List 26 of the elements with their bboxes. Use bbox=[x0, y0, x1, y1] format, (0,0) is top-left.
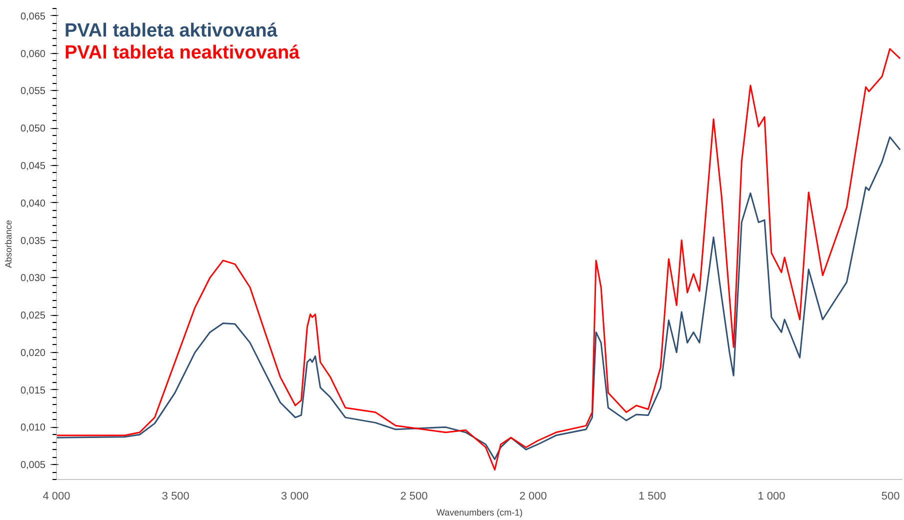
y-tick-label: 0,035 bbox=[20, 236, 46, 247]
y-tick-label: 0,060 bbox=[20, 48, 46, 60]
y-tick-label: 0,055 bbox=[20, 86, 46, 98]
x-tick-label: 500 bbox=[881, 490, 900, 502]
y-axis-title: Absorbance bbox=[3, 220, 14, 268]
y-tick-label: 0,045 bbox=[20, 161, 46, 172]
y-tick-label: 0,025 bbox=[20, 310, 46, 322]
y-tick-label: 0,020 bbox=[20, 348, 46, 359]
text: PVAl tableta neaktivovaná bbox=[64, 42, 300, 64]
x-tick-label: 4 000 bbox=[42, 490, 70, 502]
x-tick-label: 1 500 bbox=[638, 490, 666, 502]
line-series bbox=[56, 136, 901, 460]
y-tick-label: 0,065 bbox=[20, 11, 46, 22]
x-tick-label: 1 000 bbox=[758, 490, 786, 502]
y-tick-label: 0,040 bbox=[20, 198, 46, 210]
x-tick-label: 2 500 bbox=[400, 490, 428, 502]
y-tick-label: 0,010 bbox=[20, 422, 46, 434]
x-tick-label: 3 500 bbox=[162, 490, 190, 502]
text: PVAl tableta aktivovaná bbox=[64, 20, 278, 42]
y-tick-label: 0,005 bbox=[20, 460, 46, 472]
y-tick-label: 0,030 bbox=[20, 273, 46, 284]
x-tick-label: 3 000 bbox=[281, 490, 309, 502]
x-tick-label: 2 000 bbox=[519, 490, 547, 502]
x-axis-title: Wavenumbers (cm-1) bbox=[436, 508, 523, 518]
y-tick-label: 0,015 bbox=[20, 385, 46, 396]
y-tick-label: 0,050 bbox=[20, 124, 46, 135]
